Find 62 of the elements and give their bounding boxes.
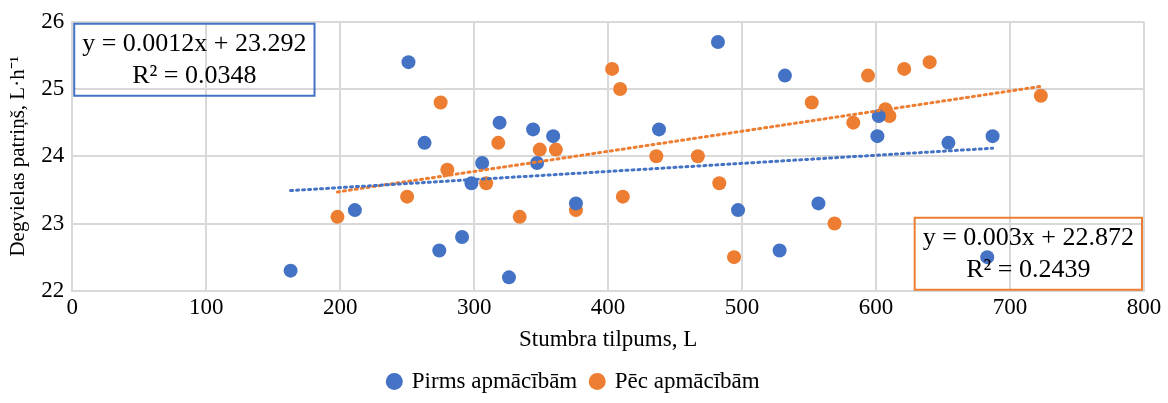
y-tick-label: 23: [41, 209, 65, 235]
point: [455, 230, 470, 244]
x-tick-label: 800: [1126, 293, 1162, 319]
y-tick-label: 26: [41, 7, 65, 33]
x-tick-label: 100: [188, 293, 224, 319]
point: [690, 149, 705, 164]
point: [712, 176, 727, 191]
point: [501, 270, 516, 285]
point: [491, 135, 506, 150]
point: [941, 135, 956, 150]
point: [846, 115, 861, 130]
point: [401, 55, 416, 70]
point: [811, 196, 826, 211]
point: [546, 129, 561, 144]
point: [330, 209, 345, 224]
point: [772, 243, 787, 258]
point: [985, 129, 1000, 144]
x-tick-label: 200: [322, 293, 358, 319]
point: [652, 122, 667, 137]
point: [432, 243, 447, 258]
x-tick-label: 400: [590, 293, 626, 319]
x-tick-label: 700: [992, 293, 1028, 319]
point: [526, 122, 541, 137]
point: [731, 203, 746, 218]
point: [827, 216, 842, 231]
point: [347, 203, 362, 218]
point: [727, 250, 742, 265]
x-axis-title: Stumbra tilpums, L: [518, 326, 698, 352]
y-tick-label: 25: [41, 75, 65, 101]
x-tick-label: 600: [858, 293, 894, 319]
legend-label: Pirms apmācībām: [411, 367, 578, 393]
point: [532, 142, 547, 157]
y-tick-label: 24: [41, 142, 65, 168]
point: [433, 95, 448, 110]
y-axis-title: Degvielas patriņš, L·h⁻¹: [5, 56, 30, 257]
point: [283, 263, 298, 278]
point: [870, 129, 885, 144]
point: [548, 142, 563, 157]
x-tick-label: 500: [724, 293, 760, 319]
point: [512, 209, 527, 224]
point: [922, 55, 937, 70]
point: [417, 135, 432, 150]
point: [568, 196, 583, 211]
x-tick-label: 0: [66, 293, 78, 319]
point: [492, 115, 507, 130]
point: [475, 156, 490, 171]
point: [649, 149, 664, 164]
point: [613, 82, 628, 97]
y-tick-label: 22: [41, 276, 65, 302]
point: [710, 34, 725, 49]
point: [615, 189, 630, 204]
legend-label: Pēc apmācībām: [614, 367, 760, 393]
point: [605, 61, 620, 76]
point: [804, 95, 819, 110]
point: [861, 68, 876, 83]
point: [897, 61, 912, 76]
point: [1033, 88, 1048, 103]
annotation: y = 0.0012x + 23.292 R² = 0.0348: [82, 27, 307, 89]
point: [400, 189, 415, 204]
annotation: y = 0.003x + 22.872 R² = 0.2439: [922, 221, 1134, 283]
x-tick-label: 300: [456, 293, 492, 319]
point: [777, 68, 792, 83]
